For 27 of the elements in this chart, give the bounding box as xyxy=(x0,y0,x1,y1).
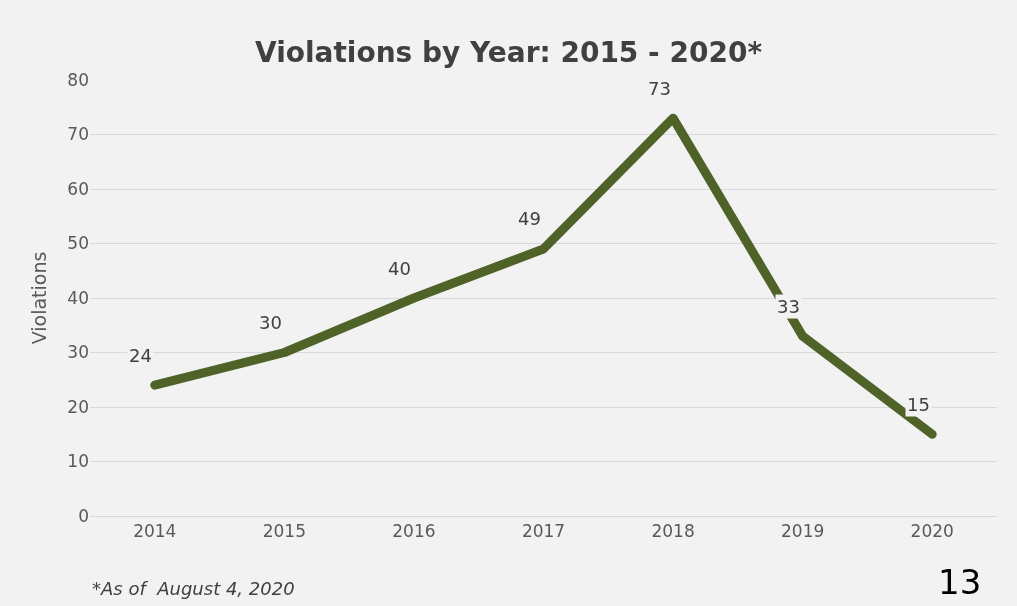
y-tick-label: 70 xyxy=(67,124,89,145)
chart-title: Violations by Year: 2015 - 2020* xyxy=(254,36,763,70)
y-tick-label: 10 xyxy=(67,451,89,472)
x-tick-label: 2020 xyxy=(910,521,954,542)
x-tick-label: 2014 xyxy=(133,521,177,542)
y-tick-label: 40 xyxy=(67,287,89,308)
data-label: 24 xyxy=(129,345,152,366)
x-tick-label: 2018 xyxy=(651,521,695,542)
y-tick-label: 0 xyxy=(78,505,89,526)
data-label: 49 xyxy=(518,208,541,229)
x-tick-label: 2016 xyxy=(392,521,436,542)
x-tick-label: 2015 xyxy=(262,521,306,542)
data-label: 30 xyxy=(259,312,282,333)
y-tick-label: 20 xyxy=(67,396,89,417)
text: 13 xyxy=(938,562,982,602)
data-label: 33 xyxy=(777,296,800,317)
y-tick-label: 50 xyxy=(67,233,89,254)
y-tick-label: 30 xyxy=(67,342,89,363)
data-label: 40 xyxy=(388,258,411,279)
data-label: 73 xyxy=(648,78,671,99)
y-axis-title: Violations xyxy=(28,251,51,345)
x-tick-label: 2017 xyxy=(521,521,566,542)
y-tick-label: 60 xyxy=(67,178,89,199)
y-tick-label: 80 xyxy=(67,69,89,90)
x-tick-label: 2019 xyxy=(781,521,825,542)
text: *As of August 4, 2020 xyxy=(92,578,295,599)
data-label: 15 xyxy=(907,394,930,415)
